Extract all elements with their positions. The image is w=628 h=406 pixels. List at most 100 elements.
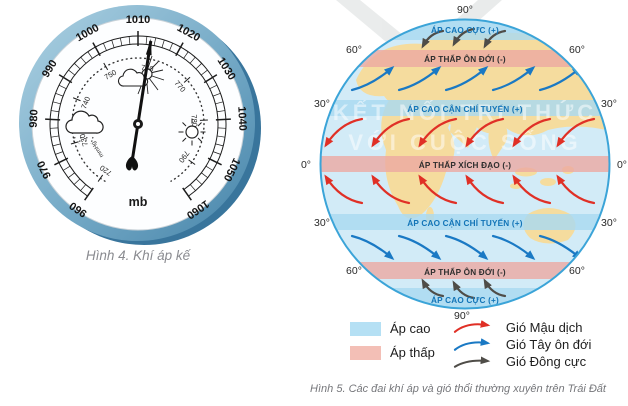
trade-wind-arrow (512, 117, 552, 148)
polar-easterly-arrow-icon (453, 356, 491, 368)
trade-wind-arrow (418, 117, 458, 148)
inner-scale-tick (97, 174, 104, 182)
mmhg-scale-numeral: 730 (78, 133, 90, 148)
scale-tick (50, 135, 59, 138)
latitude-label-left: 30° (314, 217, 330, 229)
scale-tick (182, 187, 192, 201)
pressure-band-high (320, 214, 610, 230)
scale-tick (190, 184, 196, 191)
scale-tick (128, 36, 131, 45)
scale-tick (84, 187, 94, 201)
scale-tick (212, 92, 221, 97)
trade-wind-label: Gió Mậu dịch (505, 319, 583, 335)
scale-tick (215, 143, 224, 147)
scale-tick (52, 143, 61, 147)
trade-wind-arrow (371, 117, 411, 148)
scale-tick (217, 135, 226, 138)
pressure-belt-label: ÁP CAO CẬN CHÍ TUYẾN (+) (407, 217, 522, 228)
latitude-label-right: 0° (617, 159, 627, 171)
scale-tick (145, 36, 148, 45)
mb-scale-numeral: 1040 (235, 106, 248, 131)
scale-tick (111, 39, 115, 48)
scale-tick (58, 84, 67, 89)
scale-tick (212, 151, 221, 155)
scale-tick (55, 151, 64, 155)
scale-tick (68, 69, 76, 76)
scale-tick (215, 118, 231, 121)
mb-scale-numeral: 1010 (126, 14, 150, 26)
pressure-band-high (320, 100, 610, 116)
west-wind-arrow (350, 66, 395, 92)
inner-scale-tick (72, 97, 81, 102)
trade-wind-arrow (556, 117, 596, 148)
scale-tick (80, 184, 86, 191)
scale-tick (80, 56, 87, 64)
west-wind-arrow (444, 66, 489, 92)
mmhg-scale-numeral: 740 (79, 95, 92, 110)
pressure-band-low (320, 50, 610, 67)
polar-wind-arrow (452, 280, 476, 300)
scale-tick (175, 42, 184, 57)
rain-cloud-icon (65, 110, 104, 145)
pressure-belt-label: ÁP THẤP XÍCH ĐẠO (-) (419, 160, 511, 170)
pressure-band-low (320, 262, 610, 279)
latitude-label-left: 60° (346, 44, 362, 56)
scale-tick (201, 172, 208, 178)
scale-tick (183, 51, 189, 59)
scale-tick (63, 165, 71, 171)
trade-wind-arrow (324, 174, 364, 205)
mb-scale-numeral: 980 (28, 109, 41, 128)
trade-wind-arrow (418, 174, 458, 205)
scale-tick (92, 42, 101, 57)
scale-tick (58, 74, 73, 84)
westerly-wind-arrow-icon (453, 338, 491, 351)
trade-wind-arrow (556, 174, 596, 205)
scale-tick (73, 178, 81, 185)
high-pressure-label: Áp cao (390, 321, 431, 336)
latitude-labels: 60° 60° 30° 30° 0° 0° 30° 30° 60° 60° (301, 44, 627, 277)
brand-watermark-text: KẾT NỐI TRI THỨC VỚI CUỘC SỐNG (333, 99, 597, 155)
svg-text:VỚI CUỘC SỐNG: VỚI CUỘC SỐNG (348, 129, 581, 155)
trade-wind-arrow (465, 174, 505, 205)
scale-tick (68, 172, 75, 178)
trade-wind-arrow (371, 174, 411, 205)
globe-outline (319, 18, 611, 310)
legend-row-high-pressure: Áp cao (350, 321, 435, 336)
latitude-label-left: 0° (301, 159, 311, 171)
legend-row-trade-wind: Gió Mậu dịch (453, 319, 592, 335)
trade-wind-arrow (512, 174, 552, 205)
low-pressure-label: Áp thấp (390, 345, 435, 360)
scale-tick (209, 84, 218, 89)
high-pressure-swatch (350, 321, 381, 336)
figure4-caption: Hình 4. Khí áp kế (85, 248, 191, 263)
polar-easterly-label: Gió Đông cực (505, 353, 587, 369)
scale-tick (161, 39, 165, 48)
polar-wind-arrow (452, 27, 476, 47)
west-wind-arrow (397, 66, 442, 92)
trade-wind-arrow (465, 117, 505, 148)
pressure-belt-label: ÁP THẤP ÔN ĐỚI (-) (424, 266, 506, 277)
scale-tick (50, 110, 59, 113)
pressure-belt-label: ÁP CAO CỰC (+) (431, 25, 499, 35)
legend-row-polar-easterly-wind: Gió Đông cực (453, 353, 592, 369)
mmhg-scale-numeral: 780 (190, 114, 200, 127)
scale-tick (203, 74, 218, 84)
sun-icon (178, 118, 206, 146)
scale-tick (200, 69, 208, 76)
polar-wind-arrow (483, 29, 507, 49)
latitude-label-right: 60° (569, 265, 585, 277)
polar-wind-arrow (421, 29, 445, 49)
latitude-label-left: 60° (346, 265, 362, 277)
scale-tick (195, 63, 202, 70)
scale-tick (45, 118, 61, 121)
legend: Áp cao Áp thấp Gió Mậu dịch Gió Tây ôn đ… (350, 319, 591, 369)
low-pressure-swatch (350, 345, 381, 360)
north-pole-label: 90° (457, 4, 473, 16)
svg-text:KẾT NỐI TRI THỨC: KẾT NỐI TRI THỨC (333, 99, 597, 125)
scale-tick (205, 165, 213, 171)
westerly-wind-label: Gió Tây ôn đới (505, 336, 592, 352)
polar-wind-arrow (483, 278, 507, 298)
wind-legend: Gió Mậu dịch Gió Tây ôn đới Gió Đông cực (453, 319, 592, 369)
figure5-caption: Hình 5. Các đai khí áp và gió thổi thườn… (310, 383, 606, 395)
